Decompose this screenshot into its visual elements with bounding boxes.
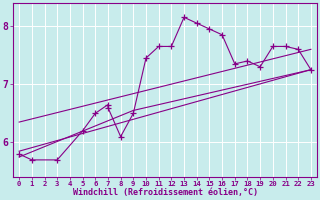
X-axis label: Windchill (Refroidissement éolien,°C): Windchill (Refroidissement éolien,°C) [73,188,258,197]
